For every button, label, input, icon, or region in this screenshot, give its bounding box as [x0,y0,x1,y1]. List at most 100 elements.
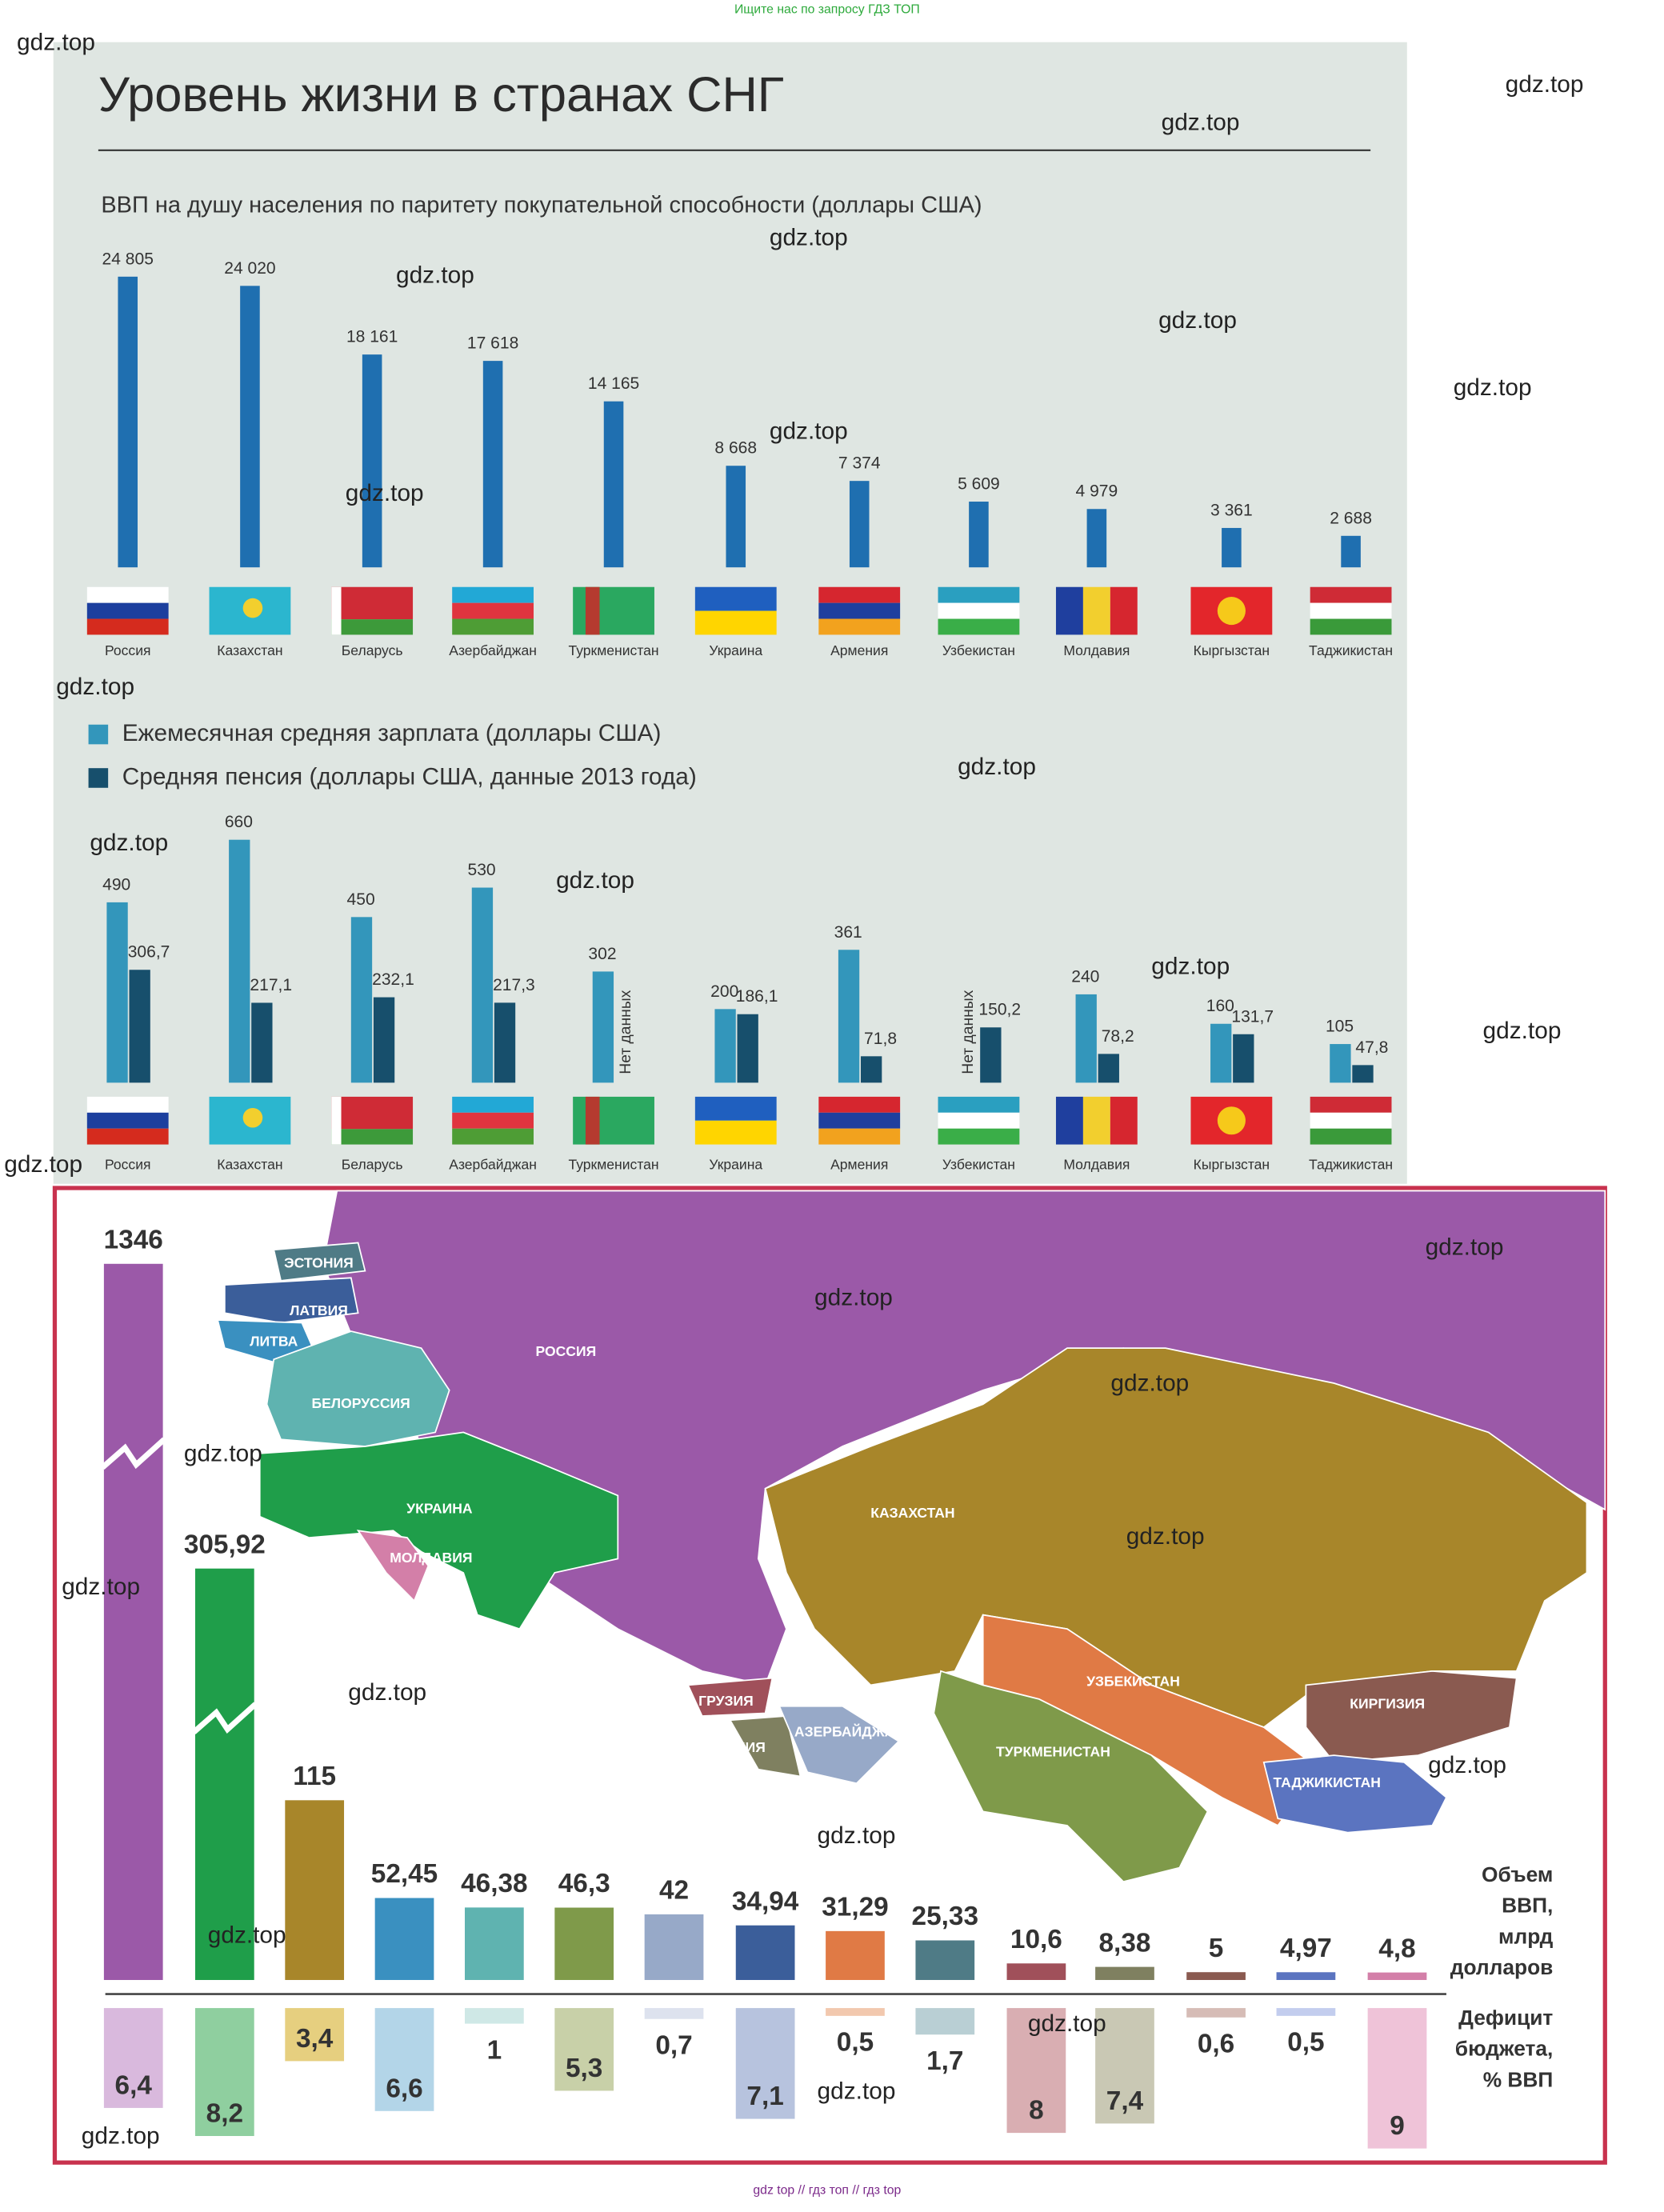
flag-stripe [1310,1112,1392,1129]
bar [592,971,614,1083]
value-label: 217,3 [493,976,535,994]
value-label: 71,8 [864,1030,897,1048]
value-label: 160 [1206,997,1234,1015]
category-label: Казахстан [217,1157,282,1173]
map: ЭСТОНИЯ ЛАТВИЯ ЛИТВА БЕЛОРУССИЯ РОССИЯ УКРАИН… [216,1190,1606,1883]
flag-stripe [1310,586,1392,603]
flag-field [573,1096,654,1145]
flag-stripe [938,1096,1020,1113]
value-label: 2 688 [1330,509,1372,527]
flag-stripe [1055,586,1083,635]
flag-stripe [1310,602,1392,619]
flag-stripe [818,1096,901,1113]
value-label: 306,7 [128,943,170,962]
value-label: 52,45 [371,1859,438,1889]
map-label: ЛАТВИЯ [290,1302,348,1318]
map-label: КИРГИЗИЯ [1350,1696,1425,1712]
watermark: gdz.top [818,2078,896,2104]
bar [494,1002,516,1083]
map-label: ЛИТВА [250,1334,298,1350]
legend-swatch [88,724,109,745]
flag-stripe [694,1120,777,1145]
watermark: gdz.top [1151,953,1230,979]
bar [1210,1023,1232,1083]
value-label: 7,1 [746,2082,783,2111]
bar [554,2008,614,2091]
value-label: 8 [1029,2096,1044,2126]
map-region [729,1715,802,1778]
watermark: gdz.top [82,2122,160,2149]
category-label: Кыргызстан [1194,1157,1270,1173]
watermark: gdz.top [770,224,848,250]
value-label: 4 979 [1076,482,1118,501]
category-label: Туркменистан [568,642,658,658]
category-label: Узбекистан [942,642,1015,658]
value-label: 4,97 [1280,1934,1332,1963]
bar [240,286,260,568]
map-label: УЗБЕКИСТАН [1086,1674,1180,1690]
value-label: 115 [293,1762,336,1791]
category-label: Беларусь [342,1157,403,1173]
bar [554,1907,614,1980]
watermark: gdz.top [208,1922,286,1948]
category-label: Россия [105,642,151,658]
watermark: gdz.top [1426,1234,1504,1260]
category-label: Узбекистан [942,1157,1015,1173]
flag-emblem [242,1107,263,1128]
value-label: 150,2 [978,1001,1021,1019]
flag-stripe [452,1096,534,1113]
bar [194,1568,254,1980]
legend-label: Ежемесячная средняя зарплата (доллары СШ… [122,720,662,746]
category-label: Украина [709,1157,762,1173]
bar [129,970,150,1083]
flag-stripe [452,586,534,603]
category-label: Молдавия [1063,642,1130,658]
flag-stripe [694,610,777,635]
watermark: gdz.top [1126,1523,1205,1550]
watermark: gdz.top [1162,109,1240,135]
watermark: gdz.top [1428,1752,1506,1778]
charts: 24 805 Россия 24 020 Казахстан 18 161 Беларус… [86,250,1554,2149]
flag-stripe [938,1112,1020,1129]
bar [350,917,373,1083]
bar [1098,1054,1119,1083]
bar [1367,1972,1427,1980]
category-label: Армения [830,1157,888,1173]
bar [915,1940,975,1980]
value-label: 17 618 [467,334,518,353]
map-region [1262,1754,1448,1834]
flag-stripe [86,1128,169,1145]
bar [229,839,250,1083]
watermark: gdz.top [814,1285,893,1311]
bar [374,2008,434,2111]
value-label: 10,6 [1010,1925,1062,1954]
value-label: 4,8 [1378,1934,1415,1963]
bar [1222,527,1242,568]
value-label: 8,38 [1099,1928,1151,1958]
category-label: Азербайджан [449,1157,537,1173]
flag-field [331,1129,414,1145]
value-label: 530 [467,861,495,879]
value-label: 3,4 [296,2024,334,2054]
bar [1095,1966,1154,1980]
flag-band [585,586,600,635]
bar [915,2008,975,2035]
flag-band [331,586,342,635]
watermark: gdz.top [346,480,424,506]
bar [714,1009,736,1083]
flag-field [573,586,654,635]
watermark: gdz.top [17,29,95,55]
map-region [258,1431,619,1630]
legend-label: Средняя пенсия (доллары США, данные 2013… [122,763,697,790]
bar [1367,2008,1427,2149]
value-label: 217,1 [250,976,292,994]
map-region [1305,1670,1518,1763]
category-label: Украина [709,642,762,658]
header: Ищите нас по запросу ГДЗ ТОП [734,3,920,17]
value-label: 78,2 [1102,1027,1134,1046]
bar [118,276,138,568]
map-region [933,1670,1209,1883]
title: Уровень жизни в странах СНГ [98,67,784,122]
flag-stripe [1110,1096,1138,1145]
bar [1341,535,1361,568]
